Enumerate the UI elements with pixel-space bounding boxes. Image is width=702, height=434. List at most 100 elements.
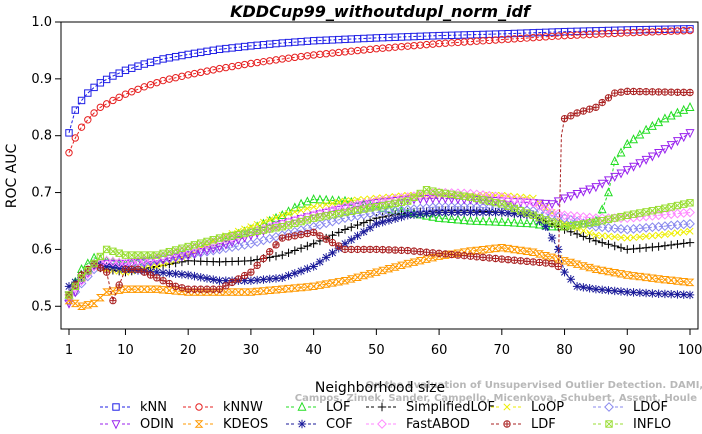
point-ldf [492, 255, 499, 262]
point-odin [666, 141, 676, 151]
point-lof [302, 196, 312, 206]
watermark-line: On the Evaluation of Unsupervised Outlie… [366, 380, 702, 391]
point-loop [272, 214, 280, 222]
point-lof [340, 195, 350, 205]
point-inflo [416, 189, 424, 198]
point-kdeos [522, 247, 532, 256]
point-lof [629, 134, 639, 144]
point-odin [547, 200, 557, 210]
x-tick-label: 60 [431, 343, 448, 358]
point-cof [240, 276, 249, 285]
point-cof [252, 275, 262, 285]
point-inflo [636, 209, 644, 217]
point-ldof [609, 223, 620, 234]
point-ldf [523, 258, 531, 265]
point-ldf [398, 247, 405, 254]
point-kdeos [271, 286, 281, 294]
point-lof [622, 138, 632, 148]
point-knnw [109, 96, 117, 105]
point-inflo [291, 219, 299, 227]
point-loop [316, 202, 324, 210]
point-knnw [140, 83, 148, 91]
point-lof [654, 117, 664, 127]
point-kdeos [654, 275, 664, 283]
point-knnw [90, 109, 98, 117]
point-lof [447, 213, 457, 223]
point-knn [102, 75, 111, 84]
series-knnw [65, 26, 694, 157]
point-odin [120, 259, 130, 269]
legend-item-cof: COF [286, 417, 353, 432]
point-ldof [572, 216, 582, 227]
point-kdeos [647, 274, 657, 282]
point-fastabod [503, 193, 513, 204]
point-lof [635, 129, 645, 139]
point-inflo [567, 222, 575, 230]
series-line-knn [68, 28, 691, 134]
point-cof [321, 253, 331, 262]
point-lof [296, 198, 306, 208]
point-kdeos [497, 244, 507, 252]
point-lof [503, 217, 513, 227]
point-cof [422, 209, 431, 218]
point-ldf [128, 266, 135, 273]
point-lof [679, 104, 689, 114]
point-cof [497, 208, 507, 217]
point-fastabod [540, 204, 551, 215]
point-knnw [121, 90, 130, 98]
point-loop [680, 228, 688, 236]
point-kdeos [685, 278, 695, 287]
point-simplifiedlof [347, 223, 356, 232]
point-odin [685, 129, 695, 139]
point-ldf [511, 257, 518, 264]
point-kdeos [415, 256, 425, 265]
point-odin [660, 145, 670, 155]
point-kdeos [346, 275, 356, 283]
point-inflo [454, 191, 462, 199]
point-cof [271, 274, 281, 283]
point-inflo [228, 232, 236, 240]
point-odin [422, 194, 432, 205]
x-tick-label: 70 [494, 343, 511, 358]
point-ldf [429, 249, 437, 257]
point-ldf [630, 88, 637, 95]
legend-label: LDF [531, 417, 556, 432]
point-loop [303, 204, 311, 213]
point-ldf [674, 89, 681, 96]
point-loop [322, 200, 330, 209]
point-cof [510, 209, 519, 218]
point-kdeos [353, 273, 362, 281]
point-kdeos [246, 288, 256, 296]
point-ldf [586, 105, 593, 113]
point-ldf [203, 286, 211, 293]
point-kdeos [484, 245, 494, 253]
point-simplifiedlof [585, 234, 594, 243]
point-odin [315, 210, 325, 220]
point-knnw [71, 134, 79, 142]
point-inflo [498, 200, 506, 208]
point-simplifiedlof [177, 257, 187, 267]
point-kdeos [133, 285, 143, 293]
point-knnw [102, 100, 111, 108]
point-kdeos [440, 251, 450, 259]
point-inflo [510, 204, 518, 213]
point-inflo [611, 214, 619, 222]
point-cof [641, 288, 651, 298]
point-simplifiedlof [616, 243, 626, 252]
point-simplifiedlof [359, 218, 369, 227]
point-inflo [379, 202, 387, 210]
point-kdeos [397, 261, 406, 270]
point-kdeos [541, 251, 551, 260]
point-kdeos [259, 287, 268, 295]
point-inflo [241, 229, 249, 238]
point-inflo [410, 193, 418, 201]
point-inflo [661, 204, 669, 212]
point-kdeos [284, 284, 293, 293]
point-ldf [348, 246, 355, 253]
point-fastabod [114, 257, 125, 268]
legend-label: kNNW [223, 400, 263, 415]
y-tick-label: 0.9 [31, 72, 52, 87]
point-ldf [555, 263, 562, 270]
point-ldf [134, 266, 142, 273]
point-fastabod [559, 210, 570, 221]
